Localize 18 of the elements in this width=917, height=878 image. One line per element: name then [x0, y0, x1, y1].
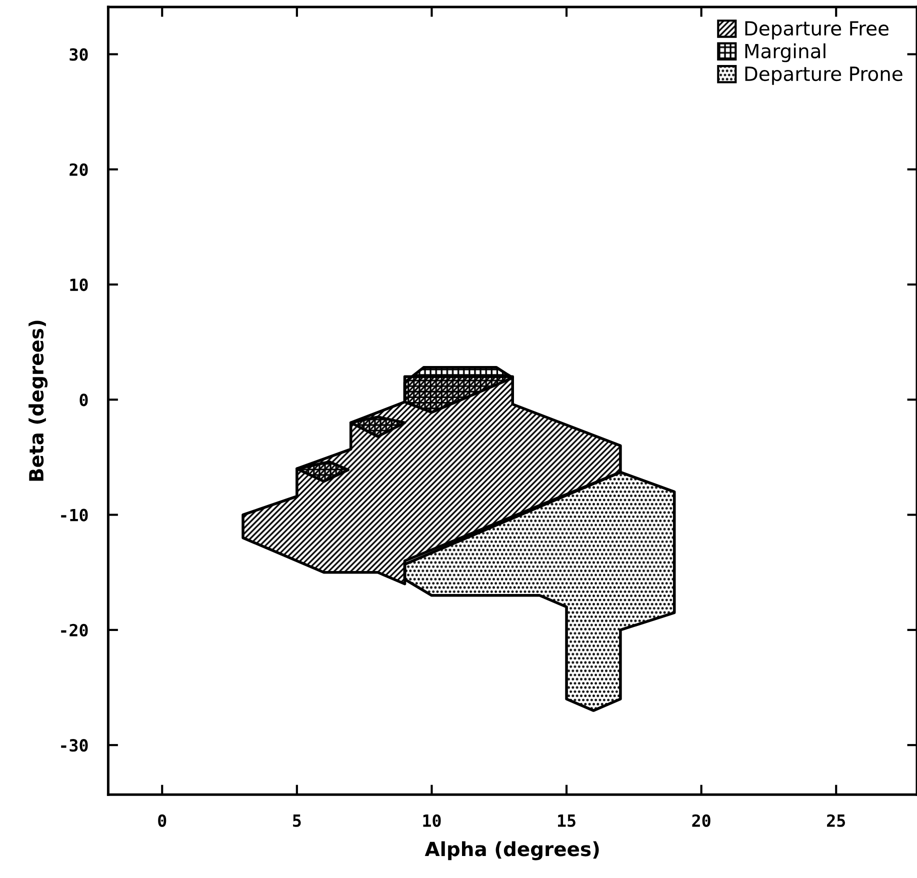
x-tick-label: 15: [558, 814, 576, 827]
x-tick-label: 0: [158, 814, 166, 827]
y-tick-label: -10: [61, 508, 88, 522]
y-tick-label: 0: [80, 394, 88, 406]
x-tick-label: 25: [827, 814, 846, 827]
legend-label: Departure Free: [745, 21, 888, 40]
y-tick-label: -20: [61, 624, 88, 637]
x-tick-label: 20: [692, 814, 710, 827]
y-tick-label: 20: [70, 163, 88, 176]
y-tick-label: -30: [61, 739, 88, 752]
y-tick-label: 10: [70, 278, 88, 292]
legend-label: Departure Prone: [745, 66, 902, 85]
x-tick-label: 5: [293, 814, 301, 827]
x-axis-title: Alpha (degrees): [424, 841, 599, 860]
y-axis-title: Beta (degrees): [28, 320, 48, 481]
x-tick-label: 10: [423, 814, 441, 827]
legend-label: Marginal: [745, 43, 826, 62]
y-tick-label: 30: [70, 48, 88, 61]
